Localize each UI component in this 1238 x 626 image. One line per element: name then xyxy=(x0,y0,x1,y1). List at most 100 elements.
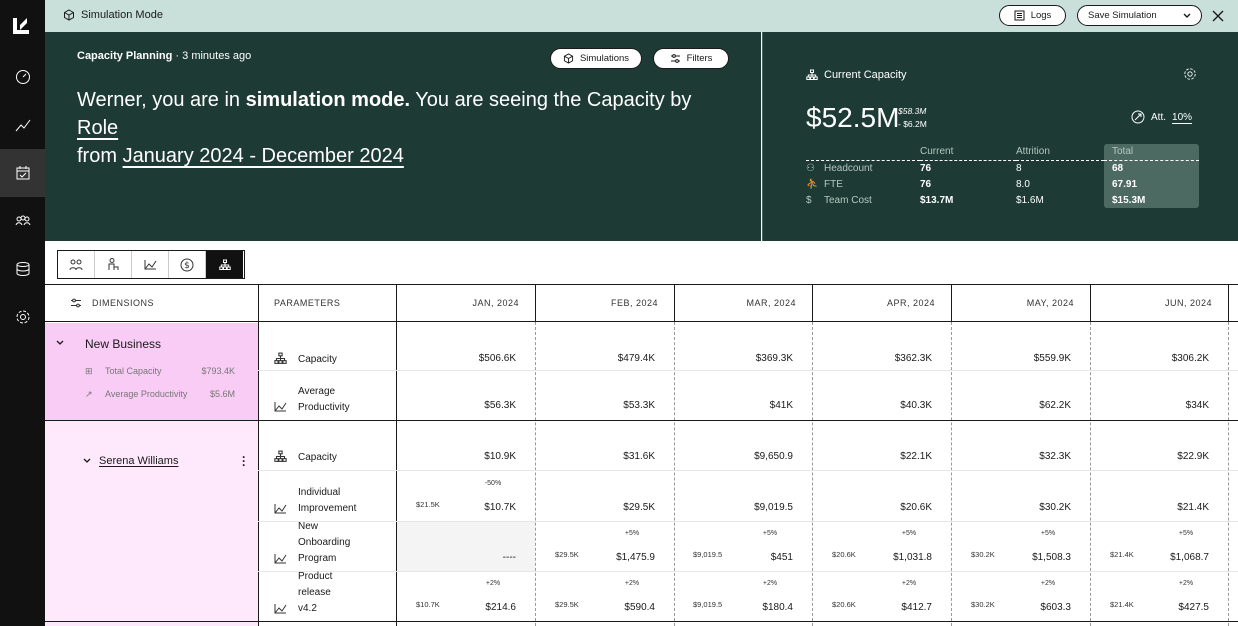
value-cell[interactable]: $479.4K xyxy=(617,353,655,364)
value-cell[interactable]: $369.3K xyxy=(755,353,793,364)
attrition-value[interactable]: 10% xyxy=(1172,111,1193,123)
org-chart-icon: ⊞ xyxy=(85,366,93,376)
role-selector-link[interactable]: Role xyxy=(77,117,119,139)
settings-icon[interactable] xyxy=(0,293,45,341)
value-cell[interactable]: $22.1K xyxy=(900,451,932,462)
org-chart-icon xyxy=(274,450,287,462)
change-percent: +5% xyxy=(901,530,917,537)
value-cell[interactable]: $451 xyxy=(770,552,793,563)
previous-value: $9,019.5 xyxy=(693,600,723,609)
value-cell[interactable]: $62.2K xyxy=(1039,400,1071,411)
change-percent: +5% xyxy=(1178,530,1194,537)
value-cell[interactable]: $41K xyxy=(769,400,793,411)
value-cell[interactable]: $31.6K xyxy=(623,451,655,462)
value-cell[interactable]: $9,650.9 xyxy=(754,451,793,462)
trends-icon[interactable] xyxy=(0,101,45,149)
simulations-button[interactable]: Simulations xyxy=(550,48,642,69)
header-filler xyxy=(1228,285,1238,322)
value-cell[interactable]: $306.2K xyxy=(1171,353,1209,364)
attrition-value-cell: 8.0 xyxy=(1016,178,1030,190)
app-logo-icon[interactable] xyxy=(12,17,30,35)
change-percent: +2% xyxy=(762,580,778,587)
filters-label: Filters xyxy=(686,53,713,64)
capacity-total: $52.5M xyxy=(806,102,900,133)
capacity-title: Current Capacity xyxy=(806,69,907,81)
chevron-down-icon[interactable] xyxy=(56,340,64,346)
close-icon[interactable] xyxy=(1212,10,1224,22)
value-cell[interactable]: $20.6K xyxy=(900,502,932,513)
trend-icon xyxy=(274,402,287,412)
view-cost-button[interactable]: $ xyxy=(169,251,206,278)
kebab-menu-icon[interactable]: · · · xyxy=(242,450,246,472)
org-icon[interactable] xyxy=(0,197,45,245)
value-cell[interactable]: $506.6K xyxy=(478,353,516,364)
gear-icon[interactable] xyxy=(1183,67,1197,81)
value-cell[interactable]: $10.7K xyxy=(484,502,516,513)
database-icon[interactable] xyxy=(0,245,45,293)
value-cell[interactable]: $1,031.8 xyxy=(893,552,932,563)
value-cell[interactable]: $362.3K xyxy=(894,353,932,364)
attrition-value-cell: 8 xyxy=(1016,162,1022,174)
value-cell[interactable]: $1,508.3 xyxy=(1032,552,1071,563)
group-name[interactable]: New Business xyxy=(85,337,162,351)
value-cell[interactable]: $1,068.7 xyxy=(1170,552,1209,563)
time-label: · 3 minutes ago xyxy=(175,50,252,62)
value-cell[interactable]: $590.4 xyxy=(624,602,655,613)
value-cell[interactable]: $56.3K xyxy=(484,400,516,411)
view-capacity-button[interactable] xyxy=(206,251,243,278)
value-cell[interactable]: $10.9K xyxy=(484,451,516,462)
trend-icon xyxy=(274,504,287,514)
view-trend-button[interactable] xyxy=(132,251,169,278)
change-percent: +5% xyxy=(624,530,640,537)
headline-part-1: Werner, you are in xyxy=(77,89,246,111)
attrition-control[interactable]: Att. 10% xyxy=(1131,110,1192,124)
adjust-icon[interactable] xyxy=(70,298,82,308)
row-label: FTE xyxy=(824,178,843,190)
value-cell[interactable]: ---- xyxy=(502,552,516,563)
value-cell[interactable]: $412.7 xyxy=(901,602,932,613)
chevron-down-icon[interactable] xyxy=(83,458,91,464)
view-fte-button[interactable] xyxy=(95,251,132,278)
value-cell[interactable]: $32.3K xyxy=(1039,451,1071,462)
value-cell[interactable]: $1,475.9 xyxy=(616,552,655,563)
save-simulation-button[interactable]: Save Simulation xyxy=(1077,5,1202,26)
metric-value: $793.4K xyxy=(201,366,235,376)
period-selector-link[interactable]: January 2024 - December 2024 xyxy=(122,145,404,167)
capacity-deduction: - $6.2M xyxy=(898,119,927,129)
change-percent: +5% xyxy=(762,530,778,537)
logs-label: Logs xyxy=(1030,10,1052,21)
dollar-circle-icon: $ xyxy=(180,258,194,271)
view-toolbar: $ xyxy=(57,250,245,279)
value-cell[interactable]: $427.5 xyxy=(1178,602,1209,613)
log-icon xyxy=(1014,10,1025,21)
logs-button[interactable]: Logs xyxy=(999,5,1066,26)
filters-button[interactable]: Filters xyxy=(653,48,729,69)
value-cell[interactable]: $180.4 xyxy=(762,602,793,613)
attrition-value-cell: $1.6M xyxy=(1016,194,1044,206)
org-chart-icon xyxy=(274,352,287,364)
value-cell[interactable]: $559.9K xyxy=(1033,353,1071,364)
capacity-row: ⛹ FTE 76 8.0 67.91 xyxy=(806,176,1199,192)
dollar-circle-icon: $ xyxy=(806,194,812,206)
capacity-row: $ Team Cost $13.7M $1.6M $15.3M xyxy=(806,192,1199,208)
value-cell[interactable]: $29.5K xyxy=(623,502,655,513)
group-name-link[interactable]: Serena Williams xyxy=(99,455,179,467)
value-cell[interactable]: $603.3 xyxy=(1040,602,1071,613)
dashboard-icon[interactable] xyxy=(0,53,45,101)
fte-icon: ⛹ xyxy=(806,178,819,190)
previous-value: $21.5K xyxy=(416,500,440,509)
value-cell[interactable]: $22.9K xyxy=(1177,451,1209,462)
capacity-table: Current Attrition Total ⚇ Headcount 76 8 68 ⛹ F… xyxy=(806,144,1199,208)
value-cell[interactable]: $40.3K xyxy=(900,400,932,411)
value-cell[interactable]: $9,019.5 xyxy=(754,502,793,513)
view-people-button[interactable] xyxy=(58,251,95,278)
value-cell[interactable]: $21.4K xyxy=(1177,502,1209,513)
people-icon xyxy=(69,259,83,270)
value-cell[interactable]: $53.3K xyxy=(623,400,655,411)
calendar-icon[interactable] xyxy=(0,149,45,197)
value-cell[interactable]: $34K xyxy=(1185,400,1209,411)
capacity-row: ⚇ Headcount 76 8 68 xyxy=(806,160,1199,176)
col-attrition: Attrition xyxy=(1016,146,1050,158)
value-cell[interactable]: $30.2K xyxy=(1039,502,1071,513)
value-cell[interactable]: $214.6 xyxy=(485,602,516,613)
